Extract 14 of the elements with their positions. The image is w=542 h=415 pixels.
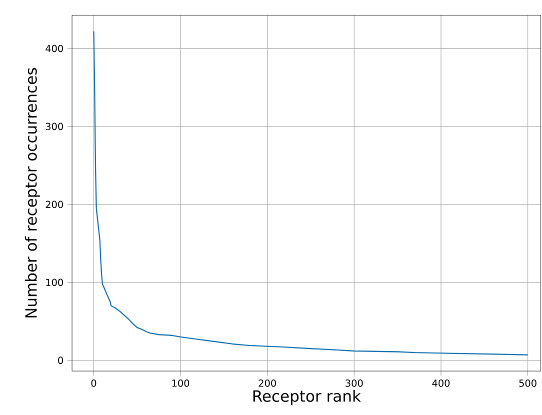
x-tick-label: 0: [91, 379, 96, 387]
y-tick-label: 200: [46, 200, 63, 208]
x-axis-title: Receptor rank: [253, 390, 361, 405]
x-tick-label: 200: [258, 379, 276, 387]
y-tick-label: 100: [46, 278, 63, 286]
y-tick-label: 300: [46, 122, 63, 130]
x-tick-label: 300: [346, 379, 363, 387]
x-tick-label: 400: [432, 379, 450, 387]
x-tick-label: 500: [519, 379, 536, 387]
y-tick-label: 400: [46, 44, 63, 52]
x-tick-label: 100: [172, 379, 190, 387]
line-series: [93, 30, 528, 356]
y-axis-title: Number of receptor occurrences: [24, 68, 40, 318]
y-tick-label: 0: [58, 356, 63, 364]
